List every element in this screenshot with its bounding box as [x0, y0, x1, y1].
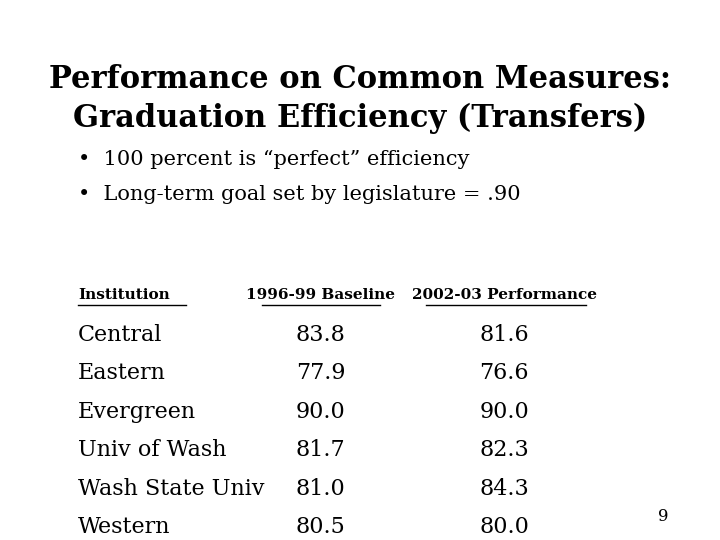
Text: Wash State Univ: Wash State Univ — [78, 478, 264, 500]
Text: Central: Central — [78, 323, 162, 346]
Text: 77.9: 77.9 — [296, 362, 346, 384]
Text: 90.0: 90.0 — [480, 401, 529, 423]
Text: Univ of Wash: Univ of Wash — [78, 439, 227, 461]
Text: 9: 9 — [658, 508, 668, 524]
Text: 81.6: 81.6 — [480, 323, 529, 346]
Text: Eastern: Eastern — [78, 362, 166, 384]
Text: 76.6: 76.6 — [480, 362, 529, 384]
Text: 81.0: 81.0 — [296, 478, 346, 500]
Text: Western: Western — [78, 516, 171, 538]
Text: Institution: Institution — [78, 288, 170, 302]
Text: •  Long-term goal set by legislature = .90: • Long-term goal set by legislature = .9… — [78, 185, 521, 204]
Text: 83.8: 83.8 — [296, 323, 346, 346]
Text: 81.7: 81.7 — [296, 439, 346, 461]
Text: 1996-99 Baseline: 1996-99 Baseline — [246, 288, 395, 302]
Text: 84.3: 84.3 — [480, 478, 529, 500]
Text: 82.3: 82.3 — [480, 439, 529, 461]
Text: 90.0: 90.0 — [296, 401, 346, 423]
Text: Performance on Common Measures:
Graduation Efficiency (Transfers): Performance on Common Measures: Graduati… — [49, 64, 671, 134]
Text: 2002-03 Performance: 2002-03 Performance — [412, 288, 597, 302]
Text: 80.5: 80.5 — [296, 516, 346, 538]
Text: Evergreen: Evergreen — [78, 401, 196, 423]
Text: •  100 percent is “perfect” efficiency: • 100 percent is “perfect” efficiency — [78, 150, 469, 169]
Text: 80.0: 80.0 — [480, 516, 529, 538]
